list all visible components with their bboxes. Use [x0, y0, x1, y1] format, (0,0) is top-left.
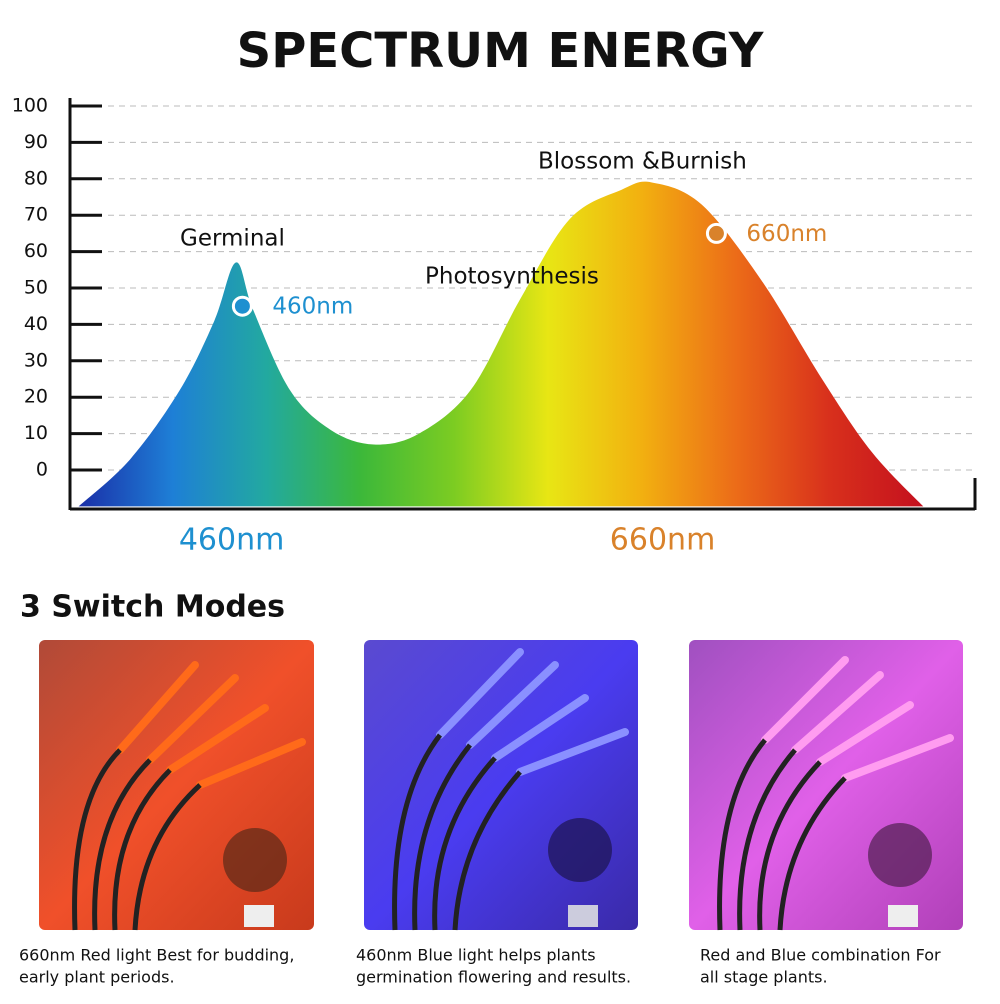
annotation: Photosynthesis [425, 264, 599, 290]
y-tick-label: 70 [24, 204, 48, 226]
y-tick-label: 90 [24, 131, 48, 153]
annotation: Blossom &Burnish [538, 149, 747, 175]
caption: 460nm Blue light helps plants [356, 946, 596, 965]
y-tick-label: 0 [36, 459, 48, 481]
x-tick-label: 460nm [179, 523, 285, 558]
y-tick-label: 100 [12, 95, 48, 117]
photo [364, 640, 638, 931]
y-tick-label: 80 [24, 167, 48, 189]
section-title: 3 Switch Modes [20, 590, 285, 625]
y-tick-label: 40 [24, 313, 48, 335]
caption: early plant periods. [19, 968, 175, 987]
marker-label: 460nm [272, 294, 353, 320]
y-tick-label: 30 [24, 349, 48, 371]
y-tick-label: 50 [24, 277, 48, 299]
y-tick-label: 20 [24, 386, 48, 408]
marker [705, 222, 727, 244]
y-tick-label: 10 [24, 422, 48, 444]
y-tick-label: 60 [24, 240, 48, 262]
caption: germination flowering and results. [356, 968, 631, 987]
chart-title: SPECTRUM ENERGY [237, 23, 765, 79]
caption: Red and Blue combination For [700, 946, 941, 965]
photo [39, 640, 314, 931]
x-tick-label: 660nm [610, 523, 716, 558]
spectrum-area [78, 181, 924, 507]
caption: all stage plants. [700, 968, 828, 987]
photo [689, 640, 963, 931]
caption: 660nm Red light Best for budding, [19, 946, 294, 965]
annotation: Germinal [180, 226, 285, 252]
marker [231, 295, 253, 317]
marker-label: 660nm [746, 221, 827, 247]
